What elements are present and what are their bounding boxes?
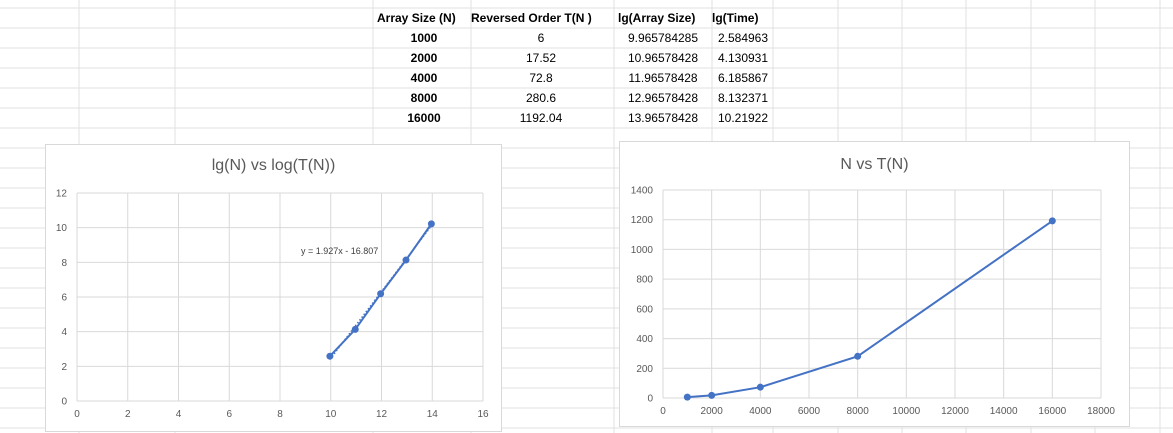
data-point	[683, 393, 691, 401]
table-cell: 2.584963	[717, 31, 769, 45]
trendline-equation: y = 1.927x - 16.807	[301, 246, 378, 256]
table-cell: 6.185867	[717, 71, 769, 85]
y-tick-label: 4	[61, 327, 67, 338]
table-header-cell: lg(Array Size)	[618, 11, 696, 25]
x-tick-label: 10	[325, 409, 337, 420]
x-tick-label: 8000	[847, 406, 870, 417]
data-point	[326, 352, 334, 360]
table-cell: 1192.04	[519, 111, 563, 125]
chart-plot-area: 0 2000 4000 6000 8000 10000 12000 14000 16000 180…	[631, 186, 1116, 418]
x-tick-label: 0	[74, 409, 80, 420]
data-point	[351, 325, 359, 333]
table-cell: 8000	[410, 91, 438, 105]
y-tick-label: 1200	[631, 215, 654, 226]
x-tick-label: 2	[125, 409, 131, 420]
data-point	[1048, 217, 1056, 225]
y-tick-label: 12	[56, 189, 68, 200]
y-tick-label: 400	[636, 334, 653, 345]
x-tick-label: 14000	[990, 406, 1018, 417]
table-cell: 10.21922	[717, 111, 769, 125]
data-point	[854, 352, 862, 360]
y-tick-label: 0	[647, 394, 653, 405]
x-tick-label: 16	[477, 409, 489, 420]
data-point	[377, 290, 385, 298]
x-tick-label: 8	[277, 409, 283, 420]
y-tick-label: 10	[56, 223, 68, 234]
chart-title: lg(N) vs log(T(N))	[211, 157, 336, 174]
x-tick-label: 18000	[1087, 406, 1115, 417]
y-tick-label: 2	[61, 362, 67, 373]
data-point	[402, 256, 410, 264]
y-tick-label: 200	[636, 364, 653, 375]
table-cell: 10.96578428	[627, 51, 699, 65]
table-cell: 1000	[410, 31, 438, 45]
table-cell: 9.965784285	[627, 31, 699, 45]
table-cell: 4000	[410, 71, 438, 85]
y-tick-label: 600	[636, 304, 653, 315]
table-cell: 8.132371	[717, 91, 769, 105]
x-tick-label: 14	[427, 409, 439, 420]
x-tick-label: 4	[176, 409, 182, 420]
data-point	[708, 391, 716, 399]
y-tick-label: 0	[61, 397, 67, 408]
table-header-cell: lg(Time)	[712, 11, 759, 25]
y-tick-label: 8	[61, 258, 67, 269]
chart-plot-area: 0 2 4 6 8 10 12 14 16 0 2 4 6 8 10 12 y = 1.927x - 16.80…	[56, 189, 489, 421]
data-point	[427, 220, 435, 228]
table-cell: 13.96578428	[627, 111, 699, 125]
y-tick-label: 1400	[631, 186, 654, 197]
y-tick-label: 6	[61, 293, 67, 304]
chart-title: N vs T(N)	[840, 156, 909, 173]
table-cell: 16000	[407, 111, 441, 125]
table-cell: 280.6	[525, 91, 557, 105]
table-cell: 17.52	[525, 51, 557, 65]
x-tick-label: 12	[376, 409, 388, 420]
table-cell: 4.130931	[717, 51, 769, 65]
table-cell: 11.96578428	[628, 71, 698, 85]
series-line	[329, 223, 433, 357]
y-tick-label: 1000	[631, 245, 654, 256]
x-tick-label: 10000	[892, 406, 920, 417]
table-cell: 2000	[410, 51, 438, 65]
table-cell: 6	[537, 31, 545, 45]
x-tick-label: 2000	[701, 406, 724, 417]
chart-lgn-vs-logtn[interactable]: lg(N) vs log(T(N)) 0 2 4 6 8 10 12 14 16 0 2 4 6 8 10 1…	[45, 144, 502, 432]
table-header-cell: Reversed Order T(N )	[471, 11, 592, 25]
chart-n-vs-tn[interactable]: N vs T(N) 0 2000 4000 6000 8000 10000 12000 140…	[619, 141, 1130, 427]
y-tick-label: 800	[636, 275, 653, 286]
x-tick-label: 0	[660, 406, 666, 417]
table-cell: 72.8	[529, 71, 553, 85]
x-tick-label: 6000	[798, 406, 821, 417]
data-point	[756, 383, 764, 391]
x-tick-label: 6	[226, 409, 232, 420]
x-tick-label: 4000	[749, 406, 772, 417]
x-tick-label: 12000	[941, 406, 969, 417]
x-tick-label: 16000	[1038, 406, 1066, 417]
table-header-cell: Array Size (N)	[377, 11, 456, 25]
table-cell: 12.96578428	[627, 91, 699, 105]
